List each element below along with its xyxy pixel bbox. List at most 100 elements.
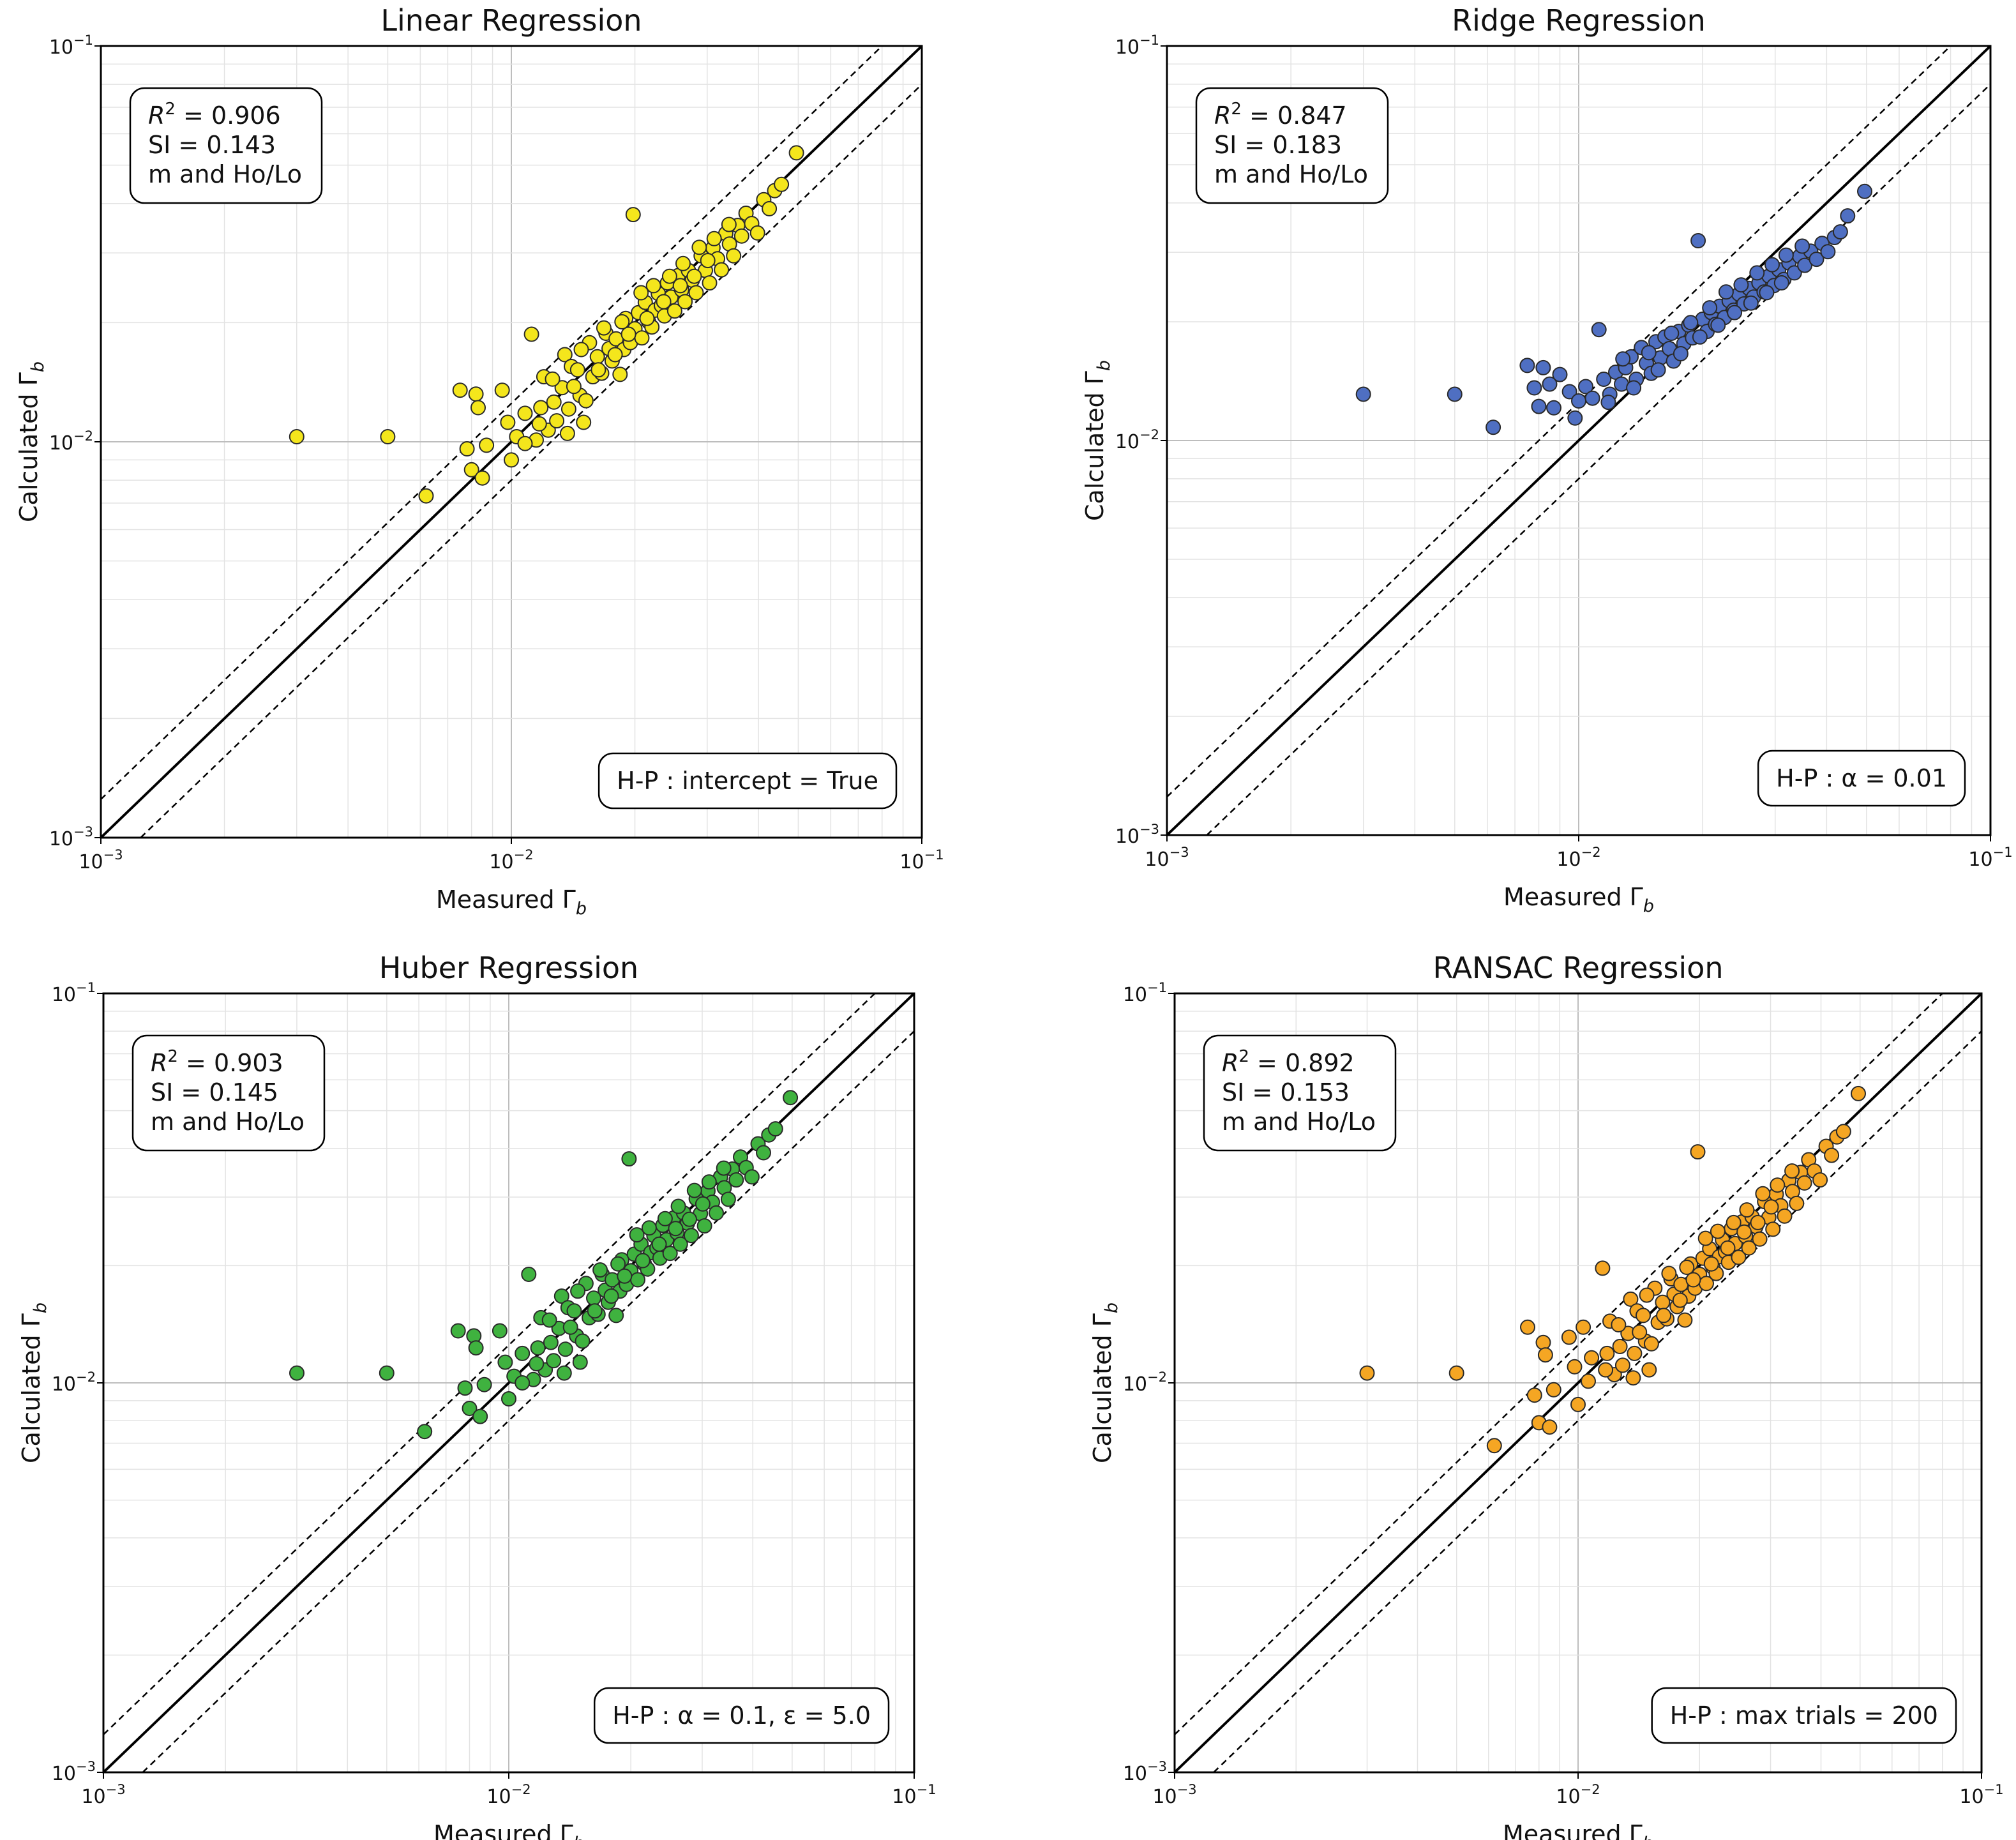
data-point — [573, 342, 589, 358]
data-point — [662, 1246, 678, 1262]
data-point — [566, 1303, 582, 1319]
data-point — [1763, 1199, 1779, 1215]
chart-title: Ridge Regression — [1452, 3, 1706, 38]
data-point — [457, 1380, 473, 1396]
data-point — [783, 1090, 799, 1106]
data-point — [1614, 1357, 1630, 1373]
data-point — [523, 326, 539, 342]
data-point — [591, 362, 606, 378]
data-point — [1526, 380, 1542, 396]
si-text: SI = 0.145 — [151, 1078, 278, 1106]
hyperparameter-box: H-P : α = 0.1, ε = 5.0 — [593, 1687, 890, 1744]
data-point — [472, 1408, 488, 1424]
data-point — [1561, 1329, 1577, 1345]
hyperparameter-box: H-P : intercept = True — [598, 752, 898, 810]
y-tick-label: 10−3 — [1115, 822, 1159, 848]
data-point — [492, 1323, 508, 1339]
data-point — [289, 429, 305, 444]
data-point — [566, 379, 582, 395]
data-point — [686, 1182, 702, 1198]
data-point — [1571, 393, 1586, 409]
data-point — [666, 303, 682, 319]
data-point — [1764, 257, 1780, 273]
data-point — [625, 207, 641, 223]
data-point — [1702, 300, 1718, 316]
hyperparameter-text: H-P : intercept = True — [617, 767, 878, 795]
x-axis-label: Measured Γb — [436, 886, 587, 919]
data-point — [1679, 1260, 1695, 1275]
data-point — [1578, 379, 1593, 395]
upper-bound-line — [101, 46, 883, 800]
data-point — [721, 216, 737, 232]
data-point — [706, 230, 722, 246]
hyperparameter-text: H-P : α = 0.1, ε = 5.0 — [612, 1701, 871, 1730]
data-point — [1519, 358, 1535, 373]
data-point — [1595, 1260, 1611, 1276]
r2-text: R2 = 0.903 — [151, 1047, 283, 1077]
data-point — [696, 1218, 712, 1234]
data-point — [521, 1267, 537, 1282]
data-point — [788, 145, 804, 161]
data-point — [560, 401, 576, 417]
data-point — [1581, 1373, 1596, 1389]
grid — [1175, 993, 1982, 1772]
data-point — [468, 386, 484, 402]
y-axis-label: Calculated Γb — [1088, 1302, 1122, 1463]
reference-lines — [1175, 993, 1982, 1772]
data-point — [1777, 1208, 1793, 1224]
data-point — [1570, 1396, 1586, 1412]
data-point — [641, 1220, 657, 1236]
data-point — [677, 294, 693, 310]
data-point — [1749, 265, 1765, 281]
data-point — [592, 1262, 608, 1278]
y-tick-label: 10−3 — [1123, 1759, 1167, 1785]
data-point — [1542, 1419, 1558, 1435]
data-point — [733, 228, 749, 244]
data-point — [596, 320, 612, 336]
data-point — [633, 285, 649, 301]
data-point — [670, 1198, 686, 1214]
data-point — [614, 314, 630, 329]
x-tick-label: 10−1 — [892, 1782, 936, 1808]
data-point — [639, 310, 655, 326]
data-point — [452, 382, 468, 398]
data-point — [380, 429, 396, 444]
data-point — [1851, 1085, 1866, 1101]
scatter-points — [1355, 183, 1872, 435]
data-point — [1770, 1177, 1786, 1193]
data-point — [1355, 386, 1371, 402]
data-point — [549, 413, 565, 429]
data-point — [1584, 1350, 1600, 1366]
data-point — [556, 1365, 572, 1381]
x-tick-label: 10−3 — [79, 847, 123, 873]
data-point — [1755, 1186, 1771, 1202]
data-point — [1598, 1362, 1614, 1378]
data-point — [1599, 1345, 1615, 1361]
data-point — [1739, 1202, 1755, 1218]
lower-bound-line — [1213, 1030, 1982, 1772]
scatter-points — [1359, 1085, 1866, 1454]
data-point — [1720, 1240, 1736, 1256]
data-point — [463, 462, 479, 478]
upper-bound-line — [1175, 993, 1943, 1735]
data-point — [686, 268, 702, 284]
data-point — [515, 1345, 530, 1361]
data-point — [1546, 400, 1561, 416]
data-point — [700, 253, 716, 269]
data-point — [702, 275, 718, 291]
data-point — [1615, 351, 1631, 367]
features-text: m and Ho/Lo — [1214, 160, 1368, 188]
data-point — [462, 1401, 478, 1416]
data-point — [621, 1151, 637, 1167]
data-point — [1733, 277, 1749, 293]
stats-box-frame — [1195, 87, 1389, 204]
data-point — [688, 285, 704, 301]
r2-text: R2 = 0.847 — [1214, 100, 1347, 130]
x-tick-label: 10−2 — [1556, 845, 1600, 871]
data-point — [1542, 376, 1558, 392]
x-tick-label: 10−2 — [489, 847, 533, 873]
data-point — [545, 371, 560, 387]
data-point — [1786, 265, 1802, 281]
data-point — [1840, 208, 1856, 224]
data-point — [1784, 1163, 1800, 1179]
